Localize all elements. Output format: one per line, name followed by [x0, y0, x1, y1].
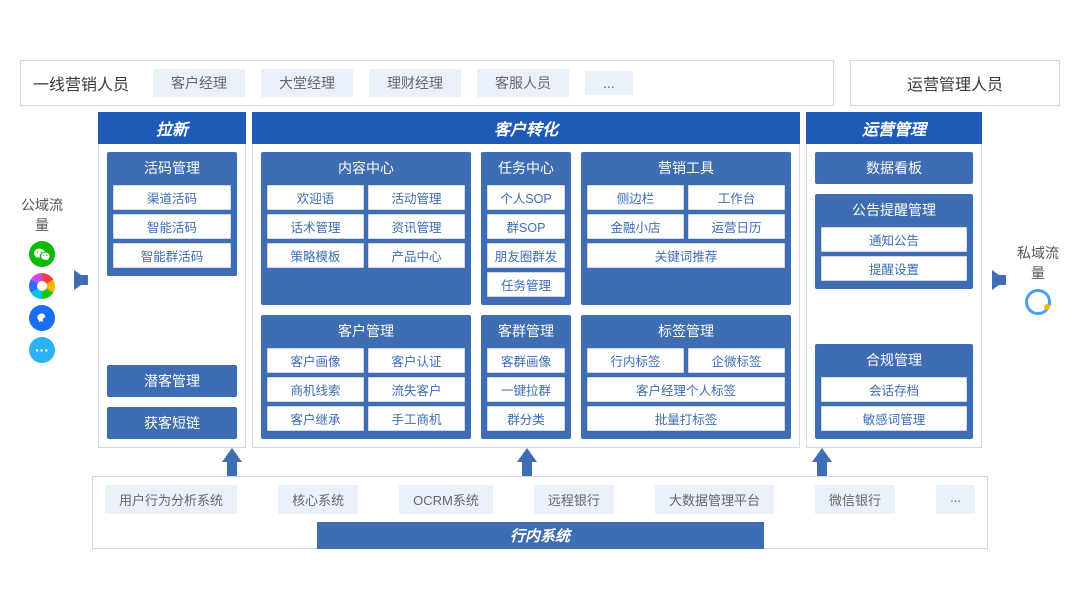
module-dashboard: 数据看板	[815, 152, 973, 184]
architecture-diagram: 一线营销人员 客户经理 大堂经理 理财经理 客服人员 ... 运营管理人员 公域…	[20, 60, 1060, 549]
sys-chip: 微信银行	[815, 485, 895, 514]
module-leads: 潜客管理	[107, 365, 237, 397]
wechat-icon	[29, 241, 55, 267]
more-icon	[29, 337, 55, 363]
ops-role-title: 运营管理人员	[907, 71, 1003, 95]
module-shortlink: 获客短链	[107, 407, 237, 439]
module-customer: 客户管理 客户画像 客户认证 商机线索 流失客户 客户继承 手工商机	[261, 315, 471, 439]
private-traffic-label: 私域流量	[1016, 244, 1060, 283]
module-group: 客群管理 客群画像 一键拉群 群分类	[481, 315, 571, 439]
arrow-right	[988, 112, 1010, 448]
chat-bubble-icon	[1025, 289, 1051, 315]
arrow-up-icon	[517, 448, 537, 462]
middle-row: 公域流量 拉新 活码管理 渠道活码 智能活码 智能群活	[20, 112, 1060, 448]
sys-chip: 远程银行	[534, 485, 614, 514]
pillar-ops: 运营管理 数据看板 公告提醒管理 通知公告 提醒设置 合规管理 会话存档 敏感词…	[806, 112, 982, 448]
sys-chip: 用户行为分析系统	[105, 485, 237, 514]
module-notice: 公告提醒管理 通知公告 提醒设置	[815, 194, 973, 289]
frontline-title: 一线营销人员	[33, 71, 129, 95]
camera-color-icon	[29, 273, 55, 299]
arrow-right	[70, 112, 92, 448]
module-tag: 标签管理 行内标签 企微标签 客户经理个人标签 批量打标签	[581, 315, 791, 439]
internal-systems-title: 行内系统	[317, 522, 764, 549]
wecom-icon	[29, 305, 55, 331]
item: 智能群活码	[113, 243, 231, 268]
frontline-roles-box: 一线营销人员 客户经理 大堂经理 理财经理 客服人员 ...	[20, 60, 834, 106]
pillar-header: 客户转化	[252, 112, 800, 144]
sys-chip: 核心系统	[278, 485, 358, 514]
internal-systems-box: 用户行为分析系统 核心系统 OCRM系统 远程银行 大数据管理平台 微信银行 .…	[92, 476, 988, 549]
module-compliance: 合规管理 会话存档 敏感词管理	[815, 344, 973, 439]
role-chip: ...	[585, 71, 633, 95]
module-livecode: 活码管理 渠道活码 智能活码 智能群活码	[107, 152, 237, 276]
role-chip: 理财经理	[369, 69, 461, 97]
module-task: 任务中心 个人SOP 群SOP 朋友圈群发 任务管理	[481, 152, 571, 305]
arrow-up-icon	[222, 448, 242, 462]
sys-chip: OCRM系统	[399, 485, 493, 514]
public-traffic-col: 公域流量	[20, 112, 64, 448]
item: 渠道活码	[113, 185, 231, 210]
module-content: 内容中心 欢迎语 活动管理 话术管理 资讯管理 策略模板 产品中心	[261, 152, 471, 305]
item: 智能活码	[113, 214, 231, 239]
arrows-up-row	[20, 448, 1060, 476]
sys-chip: ...	[936, 485, 975, 514]
private-traffic-col: 私域流量	[1016, 112, 1060, 448]
sys-chip: 大数据管理平台	[655, 485, 774, 514]
pillar-header: 运营管理	[806, 112, 982, 144]
role-chip: 大堂经理	[261, 69, 353, 97]
ops-role-box: 运营管理人员	[850, 60, 1060, 106]
arrow-up-icon	[812, 448, 832, 462]
public-traffic-label: 公域流量	[20, 196, 64, 235]
pillar-convert: 客户转化 内容中心 欢迎语 活动管理 话术管理 资讯管理 策略模板 产品中心	[252, 112, 800, 448]
pillar-acquire: 拉新 活码管理 渠道活码 智能活码 智能群活码 潜客管理 获客短链	[98, 112, 246, 448]
module-marketing: 营销工具 侧边栏 工作台 金融小店 运营日历 关键词推荐	[581, 152, 791, 305]
role-chip: 客户经理	[153, 69, 245, 97]
role-chip: 客服人员	[477, 69, 569, 97]
top-row: 一线营销人员 客户经理 大堂经理 理财经理 客服人员 ... 运营管理人员	[20, 60, 1060, 106]
pillar-header: 拉新	[98, 112, 246, 144]
